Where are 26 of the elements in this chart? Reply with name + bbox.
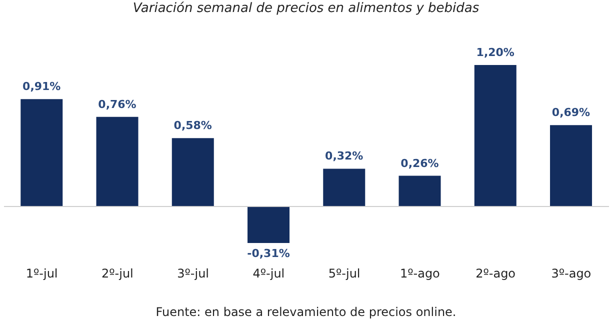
data-label: 0,91% <box>22 80 61 94</box>
x-tick-label: 2º-ago <box>476 266 516 281</box>
x-tick-label: 2º-jul <box>101 266 134 281</box>
bar <box>96 116 138 206</box>
x-tick-label: 1º-ago <box>400 266 440 281</box>
bar <box>20 99 63 206</box>
chart-title: Variación semanal de precios en alimentos y bebidas <box>132 1 480 16</box>
x-tick-label: 3º-jul <box>177 266 210 281</box>
bar <box>172 138 214 206</box>
data-label: 1,20% <box>476 46 514 59</box>
bar <box>474 65 516 206</box>
data-label: 0,32% <box>325 150 364 163</box>
bar <box>550 125 592 206</box>
x-tick-label: 5º-jul <box>328 266 360 281</box>
data-label: 0,58% <box>174 119 212 132</box>
data-label: 0,76% <box>98 98 136 111</box>
x-tick-label: 4º-jul <box>252 266 285 281</box>
bar <box>323 168 366 206</box>
data-label: 0,69% <box>552 106 590 120</box>
bar <box>398 176 441 206</box>
source-note: Fuente: en base a relevamiento de precios online. <box>154 305 458 319</box>
data-label: 0,26% <box>400 156 439 170</box>
data-label: -0,31% <box>247 247 290 260</box>
bar <box>248 206 290 243</box>
x-tick-label: 1º-jul <box>26 266 58 281</box>
x-tick-label: 3º-ago <box>551 266 592 281</box>
